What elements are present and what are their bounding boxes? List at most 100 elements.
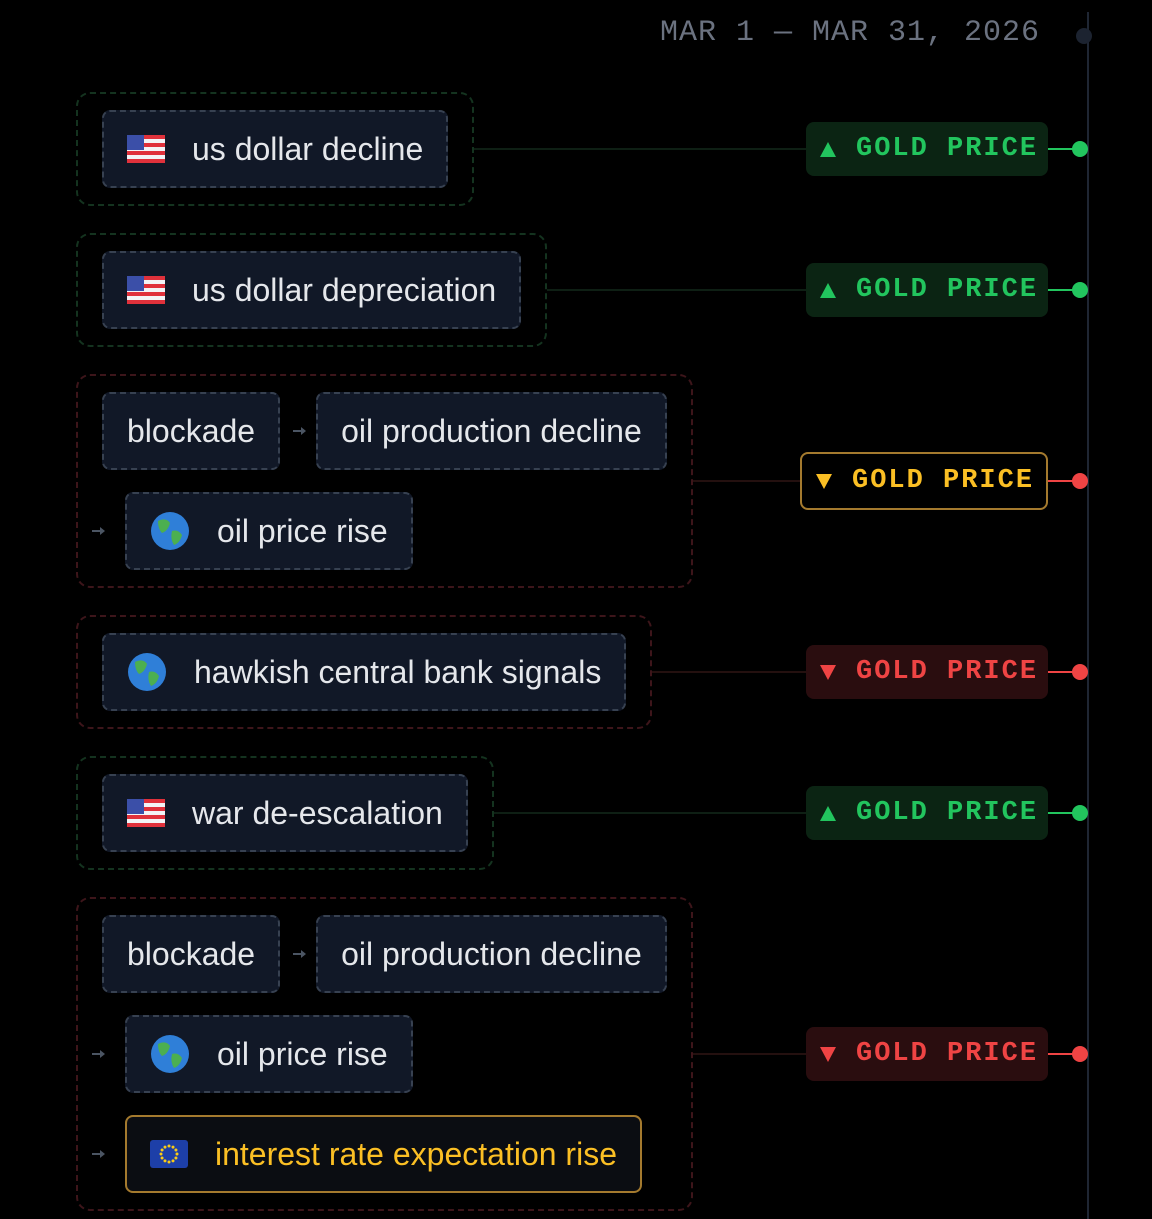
factor-chip: blockade (102, 915, 281, 993)
connector (692, 1053, 806, 1055)
timeline-dot (1072, 141, 1088, 157)
icon (127, 799, 165, 827)
outcome-label: GOLD PRICE (856, 798, 1039, 828)
arrow-glyph (92, 527, 105, 535)
timeline-dot (1072, 805, 1088, 821)
arrow (92, 1150, 125, 1158)
factor-label: us dollar depreciation (192, 271, 497, 308)
event: blockade oil production decline oil price … (76, 374, 1088, 588)
tick (1048, 148, 1074, 150)
factor-label: blockade (127, 935, 256, 972)
direction-icon (820, 141, 836, 157)
factor-label: oil price rise (217, 512, 388, 549)
arrow (280, 427, 316, 435)
connector (474, 148, 806, 150)
factor-label: war de-escalation (192, 794, 443, 831)
icon (151, 512, 189, 550)
chain-row: hawkish central bank signals (102, 633, 627, 711)
timeline-dot (1072, 282, 1088, 298)
timeline-dot (1072, 664, 1088, 680)
factor-chip: hawkish central bank signals (102, 633, 627, 711)
arrow-glyph (92, 1050, 105, 1058)
outcome-badge: GOLD PRICE (800, 452, 1048, 510)
outcome-badge: GOLD PRICE (806, 786, 1048, 840)
icon (127, 276, 165, 304)
icon (150, 1140, 188, 1168)
direction-icon (816, 473, 832, 489)
chain-row: us dollar depreciation (102, 251, 522, 329)
arrow (280, 950, 316, 958)
direction-icon (820, 282, 836, 298)
outcome-badge: GOLD PRICE (806, 263, 1048, 317)
factor-chip: oil price rise (125, 1015, 413, 1093)
factor-chip: oil price rise (125, 492, 413, 570)
event: blockade oil production decline oil price … (76, 897, 1088, 1211)
icon (151, 1035, 189, 1073)
timeline-dot (1072, 473, 1088, 489)
factor-chip: blockade (102, 392, 281, 470)
arrow-glyph (293, 950, 307, 958)
chain-row: interest rate expectation rise (92, 1115, 667, 1193)
outcome-label: GOLD PRICE (856, 134, 1039, 164)
factor-chip: oil production decline (316, 392, 667, 470)
timeline-start (1076, 28, 1092, 44)
connector (493, 812, 806, 814)
date-range: MAR 1 — MAR 31, 2026 (659, 16, 1040, 50)
connector (547, 289, 806, 291)
icon (127, 135, 165, 163)
factor-chip: us dollar decline (102, 110, 449, 188)
event-chain: us dollar decline (76, 92, 475, 206)
event-chain: us dollar depreciation (76, 233, 548, 347)
timeline-dot (1072, 1046, 1088, 1062)
event: hawkish central bank signals GOLD PRICE (76, 615, 1088, 729)
event-chain: blockade oil production decline oil price … (76, 897, 693, 1211)
arrow (92, 527, 125, 535)
tick (1048, 289, 1074, 291)
icon (128, 653, 166, 691)
outcome-label: GOLD PRICE (856, 275, 1039, 305)
chain-row: us dollar decline (102, 110, 449, 188)
outcome-label: GOLD PRICE (852, 466, 1035, 496)
connector (652, 671, 806, 673)
factor-label: blockade (127, 412, 256, 449)
factor-chip: war de-escalation (102, 774, 468, 852)
direction-icon (820, 805, 836, 821)
outcome-badge: GOLD PRICE (806, 645, 1048, 699)
event-chain: hawkish central bank signals (76, 615, 653, 729)
factor-label: oil price rise (217, 1035, 388, 1072)
event: us dollar decline GOLD PRICE (76, 92, 1088, 206)
outcome-badge: GOLD PRICE (806, 1027, 1048, 1081)
timeline-axis (1087, 12, 1089, 1219)
direction-icon (820, 1046, 836, 1062)
factor-chip: oil production decline (316, 915, 667, 993)
event: us dollar depreciation GOLD PRICE (76, 233, 1088, 347)
tick (1048, 1053, 1074, 1055)
tick (1048, 812, 1074, 814)
factor-chip: interest rate expectation rise (125, 1115, 642, 1193)
chain-row: oil price rise (92, 1015, 667, 1093)
factor-label: hawkish central bank signals (194, 653, 602, 690)
event: war de-escalation GOLD PRICE (76, 756, 1088, 870)
event-list: us dollar decline GOLD PRICE us dollar dep… (76, 92, 1088, 1219)
outcome-badge: GOLD PRICE (806, 122, 1048, 176)
tick (1048, 671, 1074, 673)
outcome-label: GOLD PRICE (856, 1039, 1039, 1069)
factor-label: oil production decline (341, 935, 642, 972)
event-chain: blockade oil production decline oil price … (76, 374, 693, 588)
factor-label: us dollar decline (192, 130, 424, 167)
chain-row: war de-escalation (102, 774, 468, 852)
factor-label: oil production decline (341, 412, 642, 449)
chain-row: blockade oil production decline (102, 915, 667, 993)
direction-icon (820, 664, 836, 680)
arrow-glyph (92, 1150, 105, 1158)
arrow-glyph (293, 427, 307, 435)
outcome-label: GOLD PRICE (856, 657, 1039, 687)
factor-label: interest rate expectation rise (215, 1135, 617, 1172)
connector (692, 480, 800, 482)
chain-row: blockade oil production decline (102, 392, 667, 470)
tick (1048, 480, 1074, 482)
event-chain: war de-escalation (76, 756, 494, 870)
arrow (92, 1050, 125, 1058)
